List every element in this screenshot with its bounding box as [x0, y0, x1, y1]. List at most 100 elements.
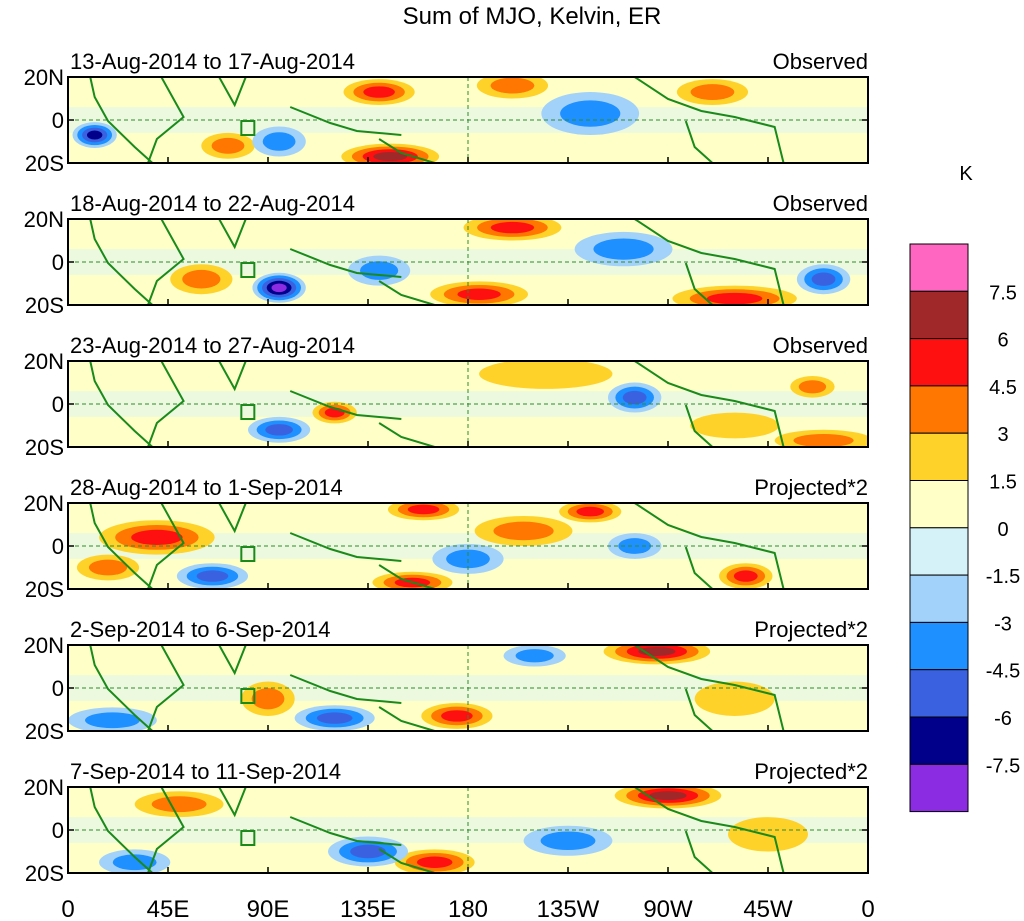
x-tick-label: 180 [448, 896, 488, 921]
anomaly-contour [373, 152, 408, 162]
coast-south-america [634, 219, 785, 305]
colorbar-level-label: 4.5 [989, 377, 1017, 399]
coast-africa-west [89, 787, 154, 873]
anomaly-contour [363, 86, 395, 98]
panel-type-label: Projected*2 [754, 617, 868, 642]
colorbar-level-label: 1.5 [989, 472, 1017, 494]
colorbar-swatch [909, 385, 969, 434]
coast-india [218, 645, 247, 676]
coast-andes [684, 120, 714, 163]
anomaly-contour [690, 412, 780, 439]
coast-australia [378, 706, 435, 731]
coast-south-america [634, 645, 785, 731]
panel-type-label: Observed [773, 49, 868, 74]
coast-africa-west [89, 503, 154, 589]
panel-5: 7-Sep-2014 to 11-Sep-2014 Projected*2 20N 0… [24, 759, 869, 886]
panel-field [68, 645, 868, 731]
anomaly-contour [576, 506, 605, 517]
coast-africa-east [147, 219, 185, 305]
coast-south-america [634, 787, 785, 873]
coast-india [218, 77, 247, 108]
x-tick-label: 0 [61, 896, 74, 921]
coast-indonesia [289, 390, 402, 420]
x-tick-label: 90E [247, 896, 290, 921]
anomaly-contour [793, 433, 854, 447]
anomaly-contour [441, 710, 473, 722]
coast-australia [378, 422, 435, 447]
panel-type-label: Projected*2 [754, 759, 868, 784]
region-box [240, 262, 256, 278]
x-tick-label: 0 [861, 896, 874, 921]
coast-south-america [634, 77, 785, 163]
region-box [240, 546, 256, 562]
region-box [240, 404, 256, 420]
anomaly-contour [182, 269, 221, 289]
anomaly-contour [690, 84, 735, 100]
colorbar-level-label: 6 [997, 330, 1008, 352]
y-tick-label: 20N [24, 491, 64, 516]
colorbar-swatch [909, 338, 969, 387]
y-tick-label: 20S [25, 151, 64, 176]
y-tick-label: 0 [52, 676, 64, 701]
coast-australia [378, 280, 435, 305]
colorbar-level-label: -1.5 [986, 566, 1020, 588]
panel-type-label: Projected*2 [754, 475, 868, 500]
anomaly-contour [728, 817, 808, 852]
anomaly-contour [416, 856, 453, 868]
anomaly-contour [88, 559, 128, 576]
colorbar-level-label: -3 [994, 613, 1012, 635]
coast-south-america [634, 361, 785, 447]
colorbar-swatch [909, 432, 969, 482]
coastlines [89, 77, 785, 163]
panel-2: 23-Aug-2014 to 27-Aug-2014 Observed 20N 0 20… [24, 333, 869, 460]
panel-field [68, 361, 868, 447]
coast-indonesia [289, 106, 402, 136]
anomaly-contour [706, 292, 763, 305]
y-tick-label: 0 [52, 818, 64, 843]
anomaly-contour [622, 390, 647, 405]
anomaly-contour [85, 712, 140, 729]
x-tick-label: 45E [147, 896, 190, 921]
anomaly-contour [479, 361, 613, 389]
x-tick-label: 45W [743, 896, 793, 921]
y-tick-label: 20N [24, 349, 64, 374]
anomaly-contour [733, 570, 758, 582]
panel-period: 23-Aug-2014 to 27-Aug-2014 [70, 333, 355, 358]
anomaly-contour [560, 100, 621, 127]
colorbar-swatch [909, 290, 969, 340]
coast-andes [684, 688, 714, 731]
y-tick-label: 0 [52, 250, 64, 275]
colorbar-swatch [909, 480, 969, 529]
anomaly-contour [457, 288, 501, 300]
anomaly-contour [490, 77, 535, 94]
colorbar-swatch [909, 574, 969, 623]
coast-andes [684, 262, 714, 305]
colorbar-swatch [909, 243, 969, 292]
coast-australia [378, 848, 435, 873]
anomaly-contour [493, 521, 554, 541]
region-box [240, 120, 256, 136]
anomaly-contour [271, 283, 287, 293]
y-tick-label: 20N [24, 65, 64, 90]
y-tick-label: 20S [25, 435, 64, 460]
panel-period: 2-Sep-2014 to 6-Sep-2014 [70, 617, 331, 642]
anomaly-contour [350, 844, 386, 859]
region-box [240, 830, 256, 846]
panel-field [68, 787, 868, 873]
panel-period: 7-Sep-2014 to 11-Sep-2014 [70, 759, 341, 784]
panel-field [68, 503, 868, 589]
coast-india [218, 503, 247, 534]
coast-africa-east [147, 787, 185, 873]
anomaly-contour [151, 796, 207, 813]
anomaly-contour [618, 538, 652, 554]
coast-africa-east [147, 361, 185, 447]
anomaly-contour [811, 272, 836, 286]
colorbar-level-label: -7.5 [986, 755, 1020, 777]
anomaly-contour [211, 137, 245, 154]
coastlines [89, 361, 785, 447]
coastlines [89, 503, 785, 589]
coastlines [89, 787, 785, 873]
panel-type-label: Observed [773, 333, 868, 358]
anomaly-contour [798, 380, 827, 394]
anomaly-contour [593, 238, 654, 260]
